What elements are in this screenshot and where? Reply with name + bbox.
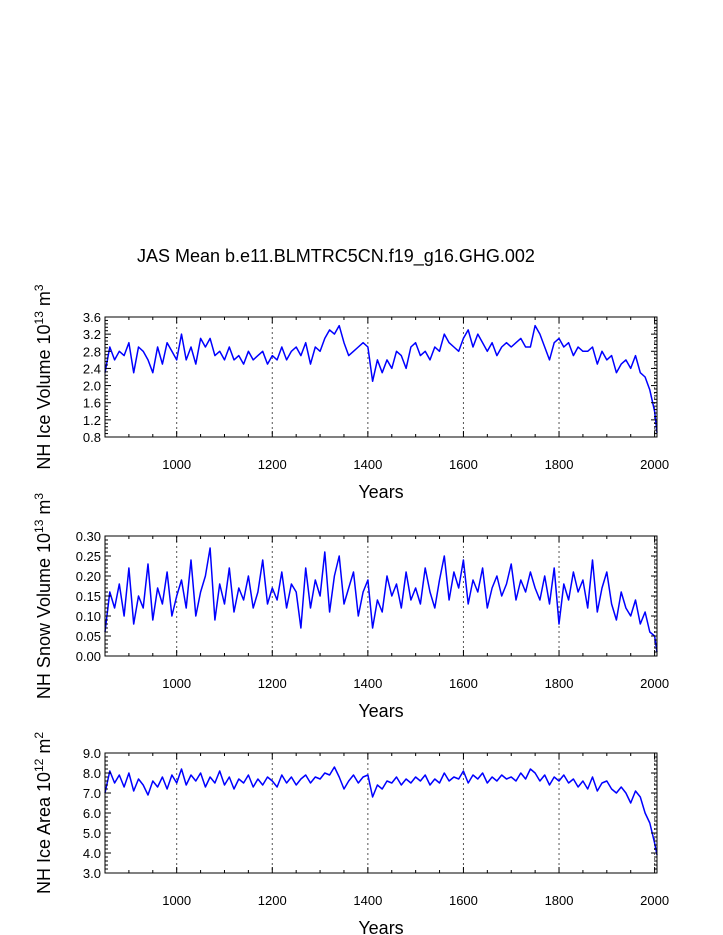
y-tick-label: 1.6	[83, 396, 101, 411]
y-tick-label: 0.20	[76, 569, 101, 584]
series-line	[104, 324, 658, 433]
x-axis-title: Years	[358, 701, 403, 721]
y-tick-label: 7.0	[83, 786, 101, 801]
snow-volume-panel: 1000 1200 1400 1600 1800 2000 0.00 0.05 0.10 0.15…	[32, 493, 669, 721]
x-tick-label: 2000	[640, 893, 669, 908]
y-tick-label: 2.0	[83, 379, 101, 394]
y-tick-label: 0.8	[83, 430, 101, 445]
plot-frame	[104, 316, 658, 438]
series-line	[104, 547, 658, 653]
y-tick-label: 0.10	[76, 609, 101, 624]
x-axis-title: Years	[358, 918, 403, 935]
y-tick-label: 0.05	[76, 629, 101, 644]
x-tick-label: 1400	[353, 676, 382, 691]
x-tick-label: 1600	[449, 457, 478, 472]
x-tick-label: 1200	[258, 676, 287, 691]
y-tick-label: 8.0	[83, 766, 101, 781]
y-tick-label: 2.4	[83, 361, 101, 376]
y-axis-title: NH Ice Volume 1013 m3	[32, 284, 54, 469]
ice-volume-panel: 1000 1200 1400 1600 1800 2000 0.8 1.2 1.6 2.0 2.4 2…	[32, 284, 669, 502]
x-axis-title: Years	[358, 482, 403, 502]
y-axis-title: NH Snow Volume 1013 m3	[32, 493, 54, 699]
y-tick-label: 0.00	[76, 649, 101, 664]
x-tick-label: 1200	[258, 457, 287, 472]
y-tick-label: 0.25	[76, 549, 101, 564]
y-tick-label: 4.0	[83, 846, 101, 861]
x-tick-label: 1000	[162, 893, 191, 908]
y-tick-label: 0.30	[76, 529, 101, 544]
x-tick-label: 1600	[449, 676, 478, 691]
ice-area-panel: 1000 1200 1400 1600 1800 2000 3.0 4.0 5.0 6.0 7.0 8…	[32, 732, 669, 935]
x-tick-label: 1000	[162, 676, 191, 691]
x-tick-label: 1600	[449, 893, 478, 908]
y-tick-label: 6.0	[83, 806, 101, 821]
x-tick-label: 1000	[162, 457, 191, 472]
y-tick-label: 9.0	[83, 746, 101, 761]
x-tick-label: 2000	[640, 676, 669, 691]
y-tick-label: 1.2	[83, 413, 101, 428]
y-tick-label: 3.6	[83, 310, 101, 325]
y-tick-label: 5.0	[83, 826, 101, 841]
y-axis-title: NH Ice Area 1012 m2	[32, 732, 54, 894]
x-tick-label: 1800	[545, 676, 574, 691]
x-tick-label: 1400	[353, 893, 382, 908]
page-title: JAS Mean b.e11.BLMTRC5CN.f19_g16.GHG.002	[137, 246, 535, 266]
plot-frame	[104, 752, 658, 874]
y-tick-label: 0.15	[76, 589, 101, 604]
x-tick-label: 2000	[640, 457, 669, 472]
y-tick-label: 3.2	[83, 327, 101, 342]
y-tick-label: 2.8	[83, 344, 101, 359]
x-tick-label: 1200	[258, 893, 287, 908]
x-tick-label: 1800	[545, 893, 574, 908]
y-tick-label: 3.0	[83, 866, 101, 881]
x-tick-label: 1800	[545, 457, 574, 472]
x-tick-label: 1400	[353, 457, 382, 472]
series-line	[104, 766, 658, 856]
